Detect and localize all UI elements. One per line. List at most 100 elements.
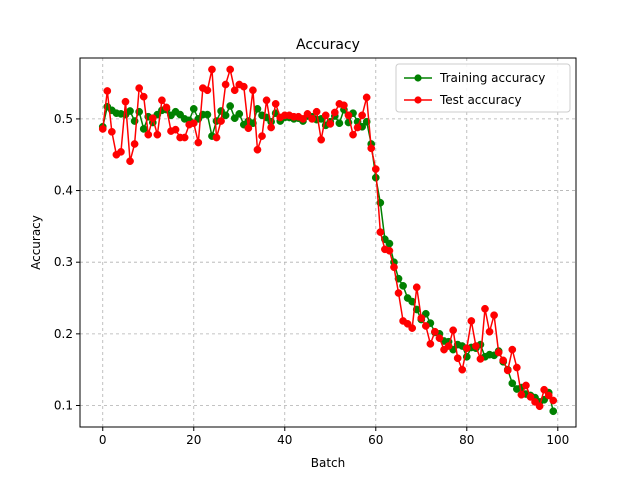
test-accuracy-point	[408, 324, 417, 332]
x-axis: 0 20 40 60 80 100	[99, 427, 569, 447]
test-accuracy-point	[144, 130, 153, 139]
test-accuracy-point	[262, 96, 271, 105]
test-accuracy-point	[522, 381, 530, 390]
test-accuracy-point	[203, 86, 212, 95]
test-accuracy-point	[444, 342, 453, 350]
test-accuracy-point	[544, 391, 553, 400]
test-accuracy-point	[508, 345, 517, 354]
test-accuracy-point	[208, 65, 216, 74]
x-tick-label: 60	[368, 433, 383, 447]
test-accuracy-point	[340, 101, 348, 110]
test-accuracy-point	[385, 246, 394, 255]
y-tick-label: 0.3	[54, 255, 73, 269]
test-accuracy-point	[426, 340, 435, 348]
test-accuracy-point	[171, 125, 180, 134]
test-accuracy-point	[412, 283, 421, 292]
test-accuracy-point	[117, 148, 125, 156]
test-accuracy-point	[449, 326, 457, 335]
test-accuracy-point	[435, 334, 444, 343]
test-accuracy-point	[472, 342, 480, 350]
legend-swatch-marker-training-accuracy	[414, 74, 422, 82]
y-tick-label: 0.4	[54, 184, 73, 198]
training-accuracy-point	[126, 107, 134, 115]
test-accuracy-point	[453, 354, 462, 363]
y-axis: 0.1 0.2 0.3 0.4 0.5	[54, 112, 80, 413]
test-accuracy-point	[103, 87, 112, 95]
legend: Training accuracy Test accuracy	[395, 63, 571, 113]
training-accuracy-point	[508, 379, 517, 388]
test-accuracy-point	[549, 396, 558, 405]
test-accuracy-point	[139, 92, 148, 101]
test-accuracy-point	[526, 393, 535, 401]
training-accuracy-point	[549, 407, 558, 416]
y-tick-label: 0.1	[54, 399, 73, 413]
test-accuracy-point	[217, 117, 225, 125]
legend-label-test-accuracy: Test accuracy	[439, 93, 522, 107]
test-accuracy-point	[299, 115, 307, 123]
test-accuracy-point	[376, 228, 385, 236]
test-accuracy-point	[317, 135, 326, 144]
legend-label-training-accuracy: Training accuracy	[439, 71, 545, 85]
test-accuracy-point	[180, 133, 189, 142]
test-accuracy-point	[503, 366, 512, 375]
test-accuracy-point	[494, 348, 503, 357]
test-accuracy-point	[485, 327, 494, 336]
test-accuracy-point	[490, 311, 498, 320]
y-tick-label: 0.2	[54, 327, 73, 341]
test-accuracy-point	[239, 82, 248, 91]
test-accuracy-point	[258, 132, 266, 140]
test-accuracy-point	[226, 65, 235, 74]
test-accuracy-point	[458, 365, 467, 374]
test-accuracy-point	[126, 157, 134, 166]
test-accuracy-point	[540, 385, 548, 394]
y-axis-label: Accuracy	[29, 215, 43, 270]
test-accuracy-point	[303, 110, 312, 118]
test-accuracy-point	[158, 96, 166, 105]
series-layer	[98, 65, 558, 416]
test-accuracy-point	[367, 144, 376, 153]
test-accuracy-point	[467, 317, 476, 325]
test-accuracy-point	[244, 124, 253, 133]
x-tick-label: 40	[277, 433, 292, 447]
test-accuracy-line	[102, 66, 554, 408]
test-accuracy-point	[394, 289, 403, 297]
test-accuracy-point	[371, 165, 380, 173]
y-tick-label: 0.5	[54, 112, 73, 126]
test-accuracy-point	[121, 97, 130, 106]
x-tick-label: 20	[186, 433, 201, 447]
test-accuracy-point	[153, 130, 162, 139]
test-accuracy-point	[362, 93, 371, 102]
training-accuracy-series	[98, 102, 558, 416]
test-accuracy-point	[344, 111, 353, 120]
training-accuracy-point	[203, 110, 212, 119]
training-accuracy-point	[189, 105, 198, 113]
test-accuracy-point	[462, 344, 471, 353]
test-accuracy-point	[312, 107, 321, 116]
test-accuracy-point	[476, 355, 485, 363]
legend-box	[395, 63, 571, 113]
test-accuracy-point	[535, 402, 544, 411]
test-accuracy-point	[499, 356, 508, 365]
test-accuracy-point	[108, 127, 116, 136]
test-accuracy-point	[162, 103, 171, 112]
chart-title: Accuracy	[296, 37, 360, 53]
test-accuracy-point	[271, 100, 280, 108]
test-accuracy-point	[148, 114, 157, 123]
training-accuracy-point	[335, 119, 344, 128]
test-accuracy-point	[517, 390, 526, 399]
test-accuracy-point	[253, 145, 262, 154]
x-tick-label: 100	[546, 433, 569, 447]
plot-frame	[79, 57, 577, 428]
test-accuracy-point	[189, 119, 198, 128]
test-accuracy-point	[358, 111, 366, 120]
test-accuracy-point	[321, 111, 330, 120]
test-accuracy-point	[221, 80, 230, 89]
test-accuracy-point	[431, 327, 439, 336]
x-tick-label: 80	[459, 433, 474, 447]
test-accuracy-point	[417, 314, 426, 322]
training-accuracy-point	[235, 110, 244, 118]
test-accuracy-point	[421, 322, 430, 330]
test-accuracy-point	[98, 125, 107, 133]
test-accuracy-point	[326, 120, 335, 128]
